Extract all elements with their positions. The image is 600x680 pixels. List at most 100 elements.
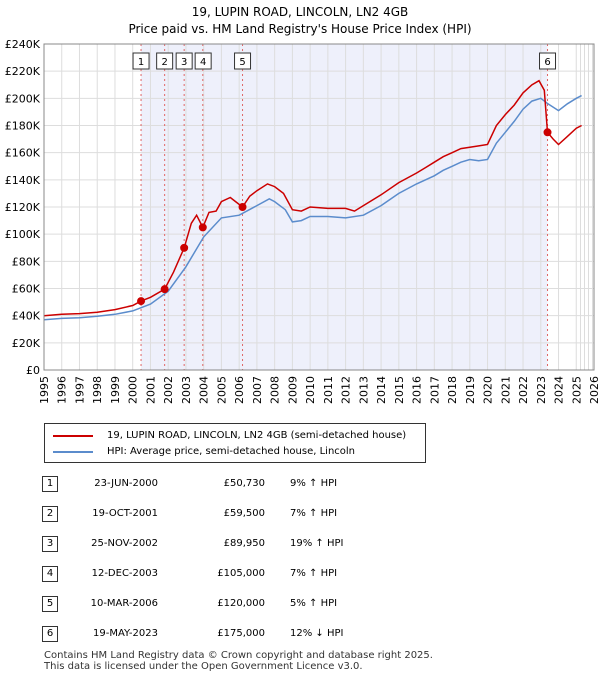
- sale-hpi-diff: 5% ↑ HPI: [290, 598, 338, 609]
- legend-swatch-red: [53, 434, 93, 437]
- y-tick-label: £0: [26, 364, 40, 377]
- sale-price: £120,000: [217, 598, 265, 609]
- table-row: 1 23-JUN-2000 £50,730 9% ↑ HPI: [0, 474, 600, 494]
- sale-marker-label: 1: [138, 57, 144, 68]
- price-chart: 19, LUPIN ROAD, LINCOLN, LN2 4GB Price p…: [5, 5, 600, 404]
- x-tick-label: 1997: [73, 376, 86, 404]
- sale-price: £105,000: [217, 568, 265, 579]
- x-tick-label: 2011: [322, 376, 335, 404]
- footer-copyright: Contains HM Land Registry data © Crown c…: [44, 650, 433, 661]
- x-tick-label: 2026: [588, 376, 600, 404]
- x-tick-label: 1998: [91, 376, 104, 404]
- sale-point: [137, 297, 146, 306]
- x-tick-label: 2009: [286, 376, 299, 404]
- sale-date: 10-MAR-2006: [90, 598, 158, 609]
- sale-point: [238, 203, 247, 211]
- x-tick-label: 2019: [464, 376, 477, 404]
- sale-marker-box: [194, 52, 212, 70]
- sale-date: 19-MAY-2023: [92, 628, 158, 639]
- legend-label-hpi: HPI: Average price, semi-detached house,…: [107, 446, 356, 457]
- x-tick-label: 2023: [535, 376, 548, 404]
- chart-title: 19, LUPIN ROAD, LINCOLN, LN2 4GB: [192, 5, 409, 19]
- x-tick-label: 2013: [357, 376, 370, 404]
- legend-item-property: 19, LUPIN ROAD, LINCOLN, LN2 4GB (semi-d…: [53, 430, 406, 441]
- x-tick-label: 2024: [553, 376, 566, 404]
- sale-price: £89,950: [223, 538, 265, 549]
- sale-hpi-diff: 7% ↑ HPI: [290, 568, 338, 579]
- sale-marker-box: [132, 52, 150, 70]
- sale-price: £59,500: [223, 508, 265, 519]
- sale-hpi-diff: 9% ↑ HPI: [290, 478, 338, 489]
- y-tick-label: £220K: [5, 65, 41, 78]
- sale-hpi-diff: 7% ↑ HPI: [290, 508, 338, 519]
- x-tick-label: 2018: [446, 376, 459, 404]
- series-line: [43, 79, 582, 317]
- y-tick-label: £240K: [5, 38, 41, 51]
- sale-point: [198, 223, 207, 232]
- y-tick-label: £20K: [12, 337, 41, 350]
- x-tick-label: 2020: [482, 376, 495, 404]
- series-line: [43, 94, 582, 321]
- chart-legend: 19, LUPIN ROAD, LINCOLN, LN2 4GB (semi-d…: [44, 423, 426, 463]
- x-tick-label: 2000: [127, 376, 140, 404]
- sale-marker-label: 5: [239, 57, 245, 68]
- sale-marker-label: 6: [42, 626, 58, 642]
- sale-marker-label: 4: [42, 566, 58, 582]
- sale-marker-label: 3: [181, 57, 187, 68]
- y-tick-label: £80K: [12, 255, 41, 268]
- sale-point: [543, 128, 552, 137]
- legend-swatch-blue: [53, 450, 93, 453]
- sale-marker-label: 1: [42, 476, 58, 492]
- y-tick-label: £100K: [5, 228, 41, 241]
- sale-marker-box: [156, 52, 174, 70]
- table-row: 2 19-OCT-2001 £59,500 7% ↑ HPI: [0, 504, 600, 524]
- y-tick-label: £180K: [5, 120, 41, 133]
- sale-hpi-diff: 19% ↑ HPI: [290, 538, 344, 549]
- x-tick-label: 2003: [180, 376, 193, 404]
- y-tick-label: £60K: [12, 283, 41, 296]
- sale-marker-box: [234, 52, 252, 70]
- sale-date: 25-NOV-2002: [91, 538, 158, 549]
- sale-marker-label: 5: [42, 596, 58, 612]
- sale-marker-label: 6: [544, 57, 550, 68]
- y-tick-label: £120K: [5, 201, 41, 214]
- table-row: 3 25-NOV-2002 £89,950 19% ↑ HPI: [0, 534, 600, 554]
- x-tick-label: 2012: [340, 376, 353, 404]
- legend-label-property: 19, LUPIN ROAD, LINCOLN, LN2 4GB (semi-d…: [107, 430, 407, 441]
- plot-border: [43, 43, 595, 371]
- x-tick-label: 1996: [56, 376, 69, 404]
- sale-hpi-diff: 12% ↓ HPI: [290, 628, 344, 639]
- x-tick-label: 2002: [162, 376, 175, 404]
- sale-date: 19-OCT-2001: [92, 508, 158, 519]
- table-row: 6 19-MAY-2023 £175,000 12% ↓ HPI: [0, 624, 600, 644]
- x-tick-label: 2005: [215, 376, 228, 404]
- footer-notice: Contains HM Land Registry data © Crown c…: [44, 650, 433, 672]
- x-tick-label: 2008: [269, 376, 282, 404]
- x-tick-label: 2014: [375, 376, 388, 404]
- y-tick-label: £160K: [5, 147, 41, 160]
- x-tick-label: 2022: [517, 376, 530, 404]
- x-tick-label: 2007: [251, 376, 264, 404]
- footer-licence: This data is licensed under the Open Gov…: [44, 661, 363, 672]
- x-tick-label: 2016: [411, 376, 424, 404]
- x-tick-label: 2006: [233, 376, 246, 404]
- sale-marker-label: 4: [200, 57, 206, 68]
- sale-point: [180, 243, 189, 252]
- sale-point: [160, 285, 169, 294]
- sale-price: £50,730: [223, 478, 265, 489]
- x-tick-label: 2004: [198, 376, 211, 404]
- x-tick-label: 2021: [499, 376, 512, 404]
- x-tick-label: 2001: [144, 376, 157, 404]
- table-row: 5 10-MAR-2006 £120,000 5% ↑ HPI: [0, 594, 600, 614]
- x-tick-label: 2015: [393, 376, 406, 404]
- table-row: 4 12-DEC-2003 £105,000 7% ↑ HPI: [0, 564, 600, 584]
- x-tick-label: 2025: [570, 376, 583, 404]
- sale-price: £175,000: [217, 628, 265, 639]
- x-tick-label: 2010: [304, 376, 317, 404]
- x-tick-label: 2017: [428, 376, 441, 404]
- chart-subtitle: Price paid vs. HM Land Registry's House …: [128, 22, 471, 36]
- sale-date: 12-DEC-2003: [91, 568, 158, 579]
- sale-marker-label: 3: [42, 536, 58, 552]
- y-tick-label: £140K: [5, 174, 41, 187]
- y-tick-label: £40K: [12, 310, 41, 323]
